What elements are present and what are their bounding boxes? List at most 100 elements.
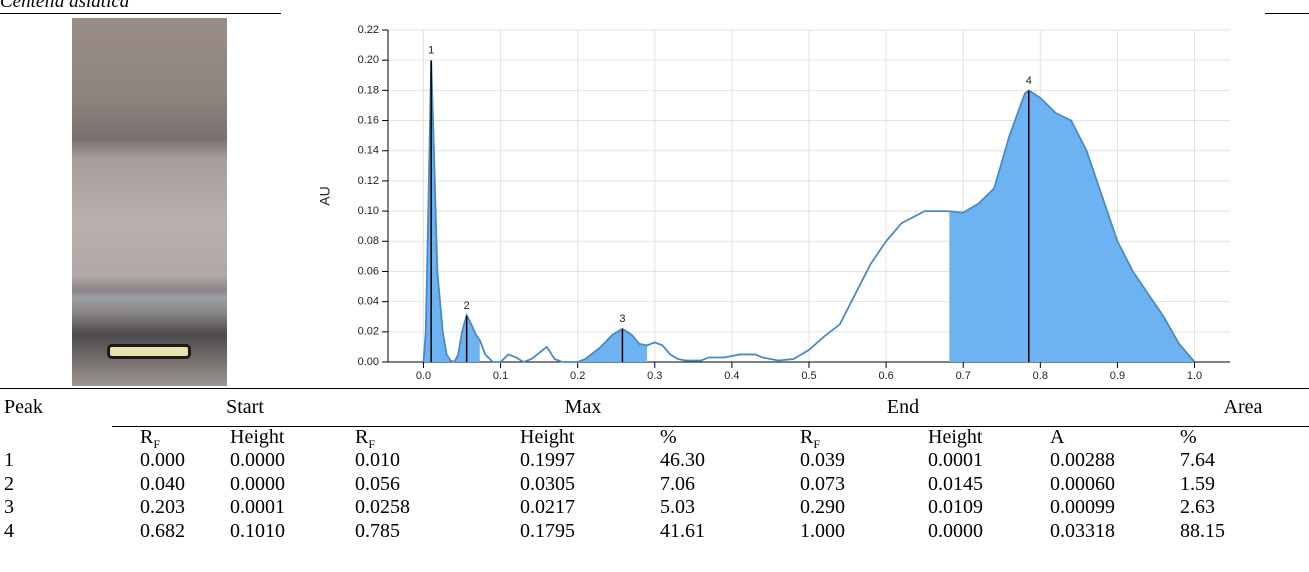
table-cell: 0.290 (800, 496, 845, 518)
rule (1265, 13, 1309, 14)
table-cell: 5.03 (660, 496, 695, 518)
table-cell: Max (564, 396, 602, 418)
y-tick-label: 0.00 (358, 356, 379, 368)
x-tick-label: 0.7 (956, 370, 971, 380)
table-cell: 0.203 (140, 496, 185, 518)
table-cell: 0.040 (140, 472, 185, 495)
table-cell: 7.64 (1180, 449, 1215, 471)
table-cell: Height (520, 426, 575, 448)
x-tick-label: 0.8 (1033, 370, 1048, 380)
y-tick-label: 0.22 (358, 24, 379, 36)
table-cell: Area (1223, 396, 1263, 418)
table-cell: 0.785 (355, 519, 400, 542)
peak-area (949, 90, 1195, 362)
table-cell: 2.63 (1180, 496, 1215, 518)
table-cell: 0.0258 (355, 496, 410, 518)
table-cell: RF (140, 426, 160, 452)
table-cell: 0.00060 (1050, 472, 1115, 495)
x-tick-label: 0.0 (416, 370, 431, 380)
table-cell: 0.1997 (520, 449, 575, 471)
y-tick-label: 0.10 (358, 205, 379, 217)
cell-subscript: F (153, 437, 161, 451)
table-cell: 0.0000 (230, 449, 285, 471)
y-tick-label: 0.06 (358, 265, 379, 277)
table-cell: 0.03318 (1050, 519, 1115, 542)
table-cell: 41.61 (660, 519, 705, 542)
table-cell: 0.056 (355, 472, 400, 495)
table-cell: 0.010 (355, 449, 400, 471)
table-cell: End (886, 396, 920, 418)
cell-text: R (355, 426, 369, 448)
y-axis-label: AU (317, 186, 333, 205)
table-cell: 0.00099 (1050, 496, 1115, 518)
tlc-spot (107, 344, 191, 359)
y-tick-label: 0.14 (358, 145, 379, 157)
x-tick-label: 0.5 (801, 370, 816, 380)
table-cell: RF (800, 426, 820, 452)
x-tick-label: 0.1 (493, 370, 508, 380)
table-cell: 0.1010 (230, 519, 285, 542)
y-tick-label: 0.16 (358, 114, 379, 126)
y-tick-label: 0.02 (358, 326, 379, 338)
y-tick-label: 0.04 (358, 296, 379, 308)
sample-title: Centella asiatica (0, 0, 130, 12)
rule (112, 426, 1309, 427)
trace (422, 60, 1196, 364)
table-cell: 1.000 (800, 519, 845, 542)
table-cell: 0.0217 (520, 496, 575, 518)
table-cell: 0.073 (800, 472, 845, 495)
table-cell: 3 (4, 496, 14, 518)
table-cell: A (1050, 426, 1065, 448)
peak-label: 2 (464, 300, 470, 312)
table-cell: 88.15 (1180, 519, 1225, 542)
x-tick-label: 0.2 (570, 370, 585, 380)
y-tick-label: 0.08 (358, 235, 379, 247)
y-tick-label: 0.12 (358, 175, 379, 187)
x-tick-label: 0.9 (1110, 370, 1125, 380)
table-cell: 1.59 (1180, 472, 1215, 495)
table-cell: 0.000 (140, 449, 185, 471)
x-tick-label: 1.0 (1187, 370, 1202, 380)
rule (0, 388, 1309, 389)
table-cell: 0.039 (800, 449, 845, 471)
peak-label: 4 (1026, 75, 1032, 87)
peak-label: 3 (619, 313, 625, 325)
table-cell: Height (928, 426, 983, 448)
table-cell: 46.30 (660, 449, 705, 471)
x-tick-label: 0.6 (878, 370, 893, 380)
peak-area (579, 328, 648, 362)
chart: 0.000.020.040.060.080.100.120.140.160.18… (317, 24, 1230, 380)
cell-subscript: F (813, 437, 821, 451)
table-cell: 0.0001 (230, 496, 285, 518)
cell-text: R (800, 426, 814, 448)
table-cell: 2 (4, 472, 14, 495)
table-cell: 0.682 (140, 519, 185, 542)
peak-label: 1 (428, 45, 434, 57)
table-cell: % (660, 426, 677, 448)
x-tick-label: 0.4 (724, 370, 739, 380)
y-tick-label: 0.18 (358, 84, 379, 96)
rule (0, 13, 281, 14)
table-cell: % (1180, 426, 1197, 448)
cell-subscript: F (368, 437, 376, 451)
table-cell: 7.06 (660, 472, 695, 495)
table-cell: 0.0305 (520, 472, 575, 495)
table-cell: 0.1795 (520, 519, 575, 542)
table-cell: 0.0000 (230, 472, 285, 495)
tlc-plate (72, 18, 227, 386)
table-cell: Peak (4, 396, 43, 418)
table-cell: 1 (4, 449, 14, 471)
table-cell: 0.0109 (928, 496, 983, 518)
table-cell: Height (230, 426, 285, 448)
table-cell: 0.0001 (928, 449, 983, 471)
table-cell: 0.00288 (1050, 449, 1115, 471)
table-cell: 4 (4, 519, 14, 542)
table-cell: 0.0000 (928, 519, 983, 542)
table-cell: RF (355, 426, 375, 452)
cell-text: R (140, 426, 154, 448)
table-cell: 0.0145 (928, 472, 983, 495)
x-tick-label: 0.3 (647, 370, 662, 380)
table-cell: Start (226, 396, 264, 418)
y-tick-label: 0.20 (358, 54, 379, 66)
